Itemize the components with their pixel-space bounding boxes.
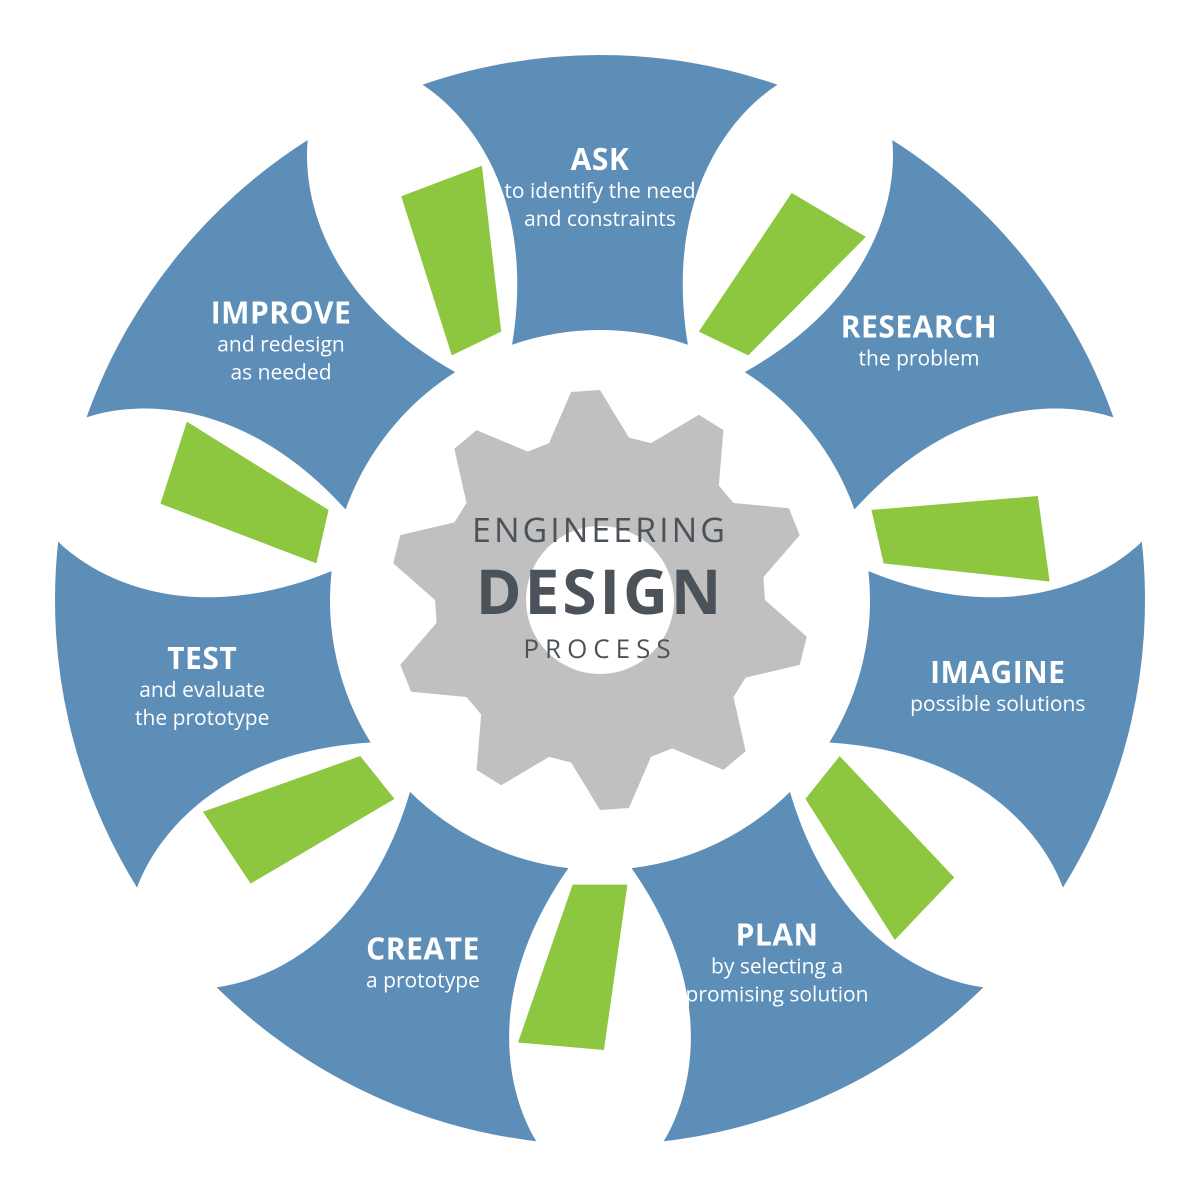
cycle-step-subtitle: possible solutions [910,690,1085,718]
cycle-step-title: ASK [571,138,630,179]
cycle-step-subtitle: to identify the need [504,177,695,205]
cycle-step-title: IMPROVE [211,292,352,333]
cycle-step-title: PLAN [736,914,819,955]
cycle-step-subtitle: the prototype [135,704,269,732]
cycle-step-title: CREATE [366,928,480,969]
engineering-design-process-diagram: ENGINEERINGDESIGNPROCESS ASKto identify t… [0,0,1200,1200]
cycle-step-title: TEST [167,637,237,678]
cycle-step-subtitle: a prototype [366,967,480,995]
cycle-step-label: RESEARCHthe problem [841,306,998,373]
cycle-step-subtitle: as needed [230,359,331,387]
cycle-step-label: CREATEa prototype [366,928,480,995]
cycle-step-subtitle: and constraints [524,205,676,233]
cycle-step-title: IMAGINE [930,651,1065,692]
cycle-arrow [871,496,1049,581]
cycle-arrow [401,166,501,356]
center-line-2: DESIGN [476,549,725,633]
cycle-step-subtitle: and evaluate [139,676,265,704]
center-line-1: ENGINEERING [472,506,728,552]
cycle-step-label: IMAGINEpossible solutions [910,651,1085,718]
cycle-step-subtitle: and redesign [217,331,344,359]
cycle-step-subtitle: by selecting a [711,953,843,981]
cycle-step-subtitle: promising solution [686,981,869,1009]
cycle-step-label: IMPROVEand redesignas needed [211,292,352,387]
center-line-3: PROCESS [523,630,676,666]
cycle-step-subtitle: the problem [858,345,979,373]
cycle-step-title: RESEARCH [841,306,998,347]
